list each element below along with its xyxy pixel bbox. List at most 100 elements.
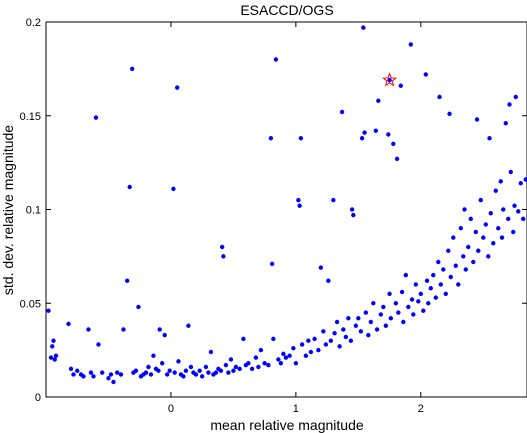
- data-point: [143, 370, 149, 375]
- data-point: [68, 366, 74, 372]
- data-point: [331, 197, 336, 203]
- data-point: [223, 362, 229, 368]
- data-point: [433, 295, 438, 300]
- data-point: [237, 366, 242, 372]
- data-point: [249, 366, 255, 372]
- x-tick-label: 0: [168, 403, 174, 415]
- data-point: [518, 181, 523, 186]
- data-point: [96, 342, 101, 347]
- data-point: [108, 372, 114, 377]
- data-point: [428, 286, 433, 291]
- data-point: [437, 94, 442, 100]
- y-axis-title: std. dev. relative magnitude: [0, 125, 16, 295]
- data-point: [226, 370, 231, 375]
- data-point: [303, 353, 309, 358]
- data-point: [386, 132, 391, 137]
- data-point: [446, 248, 451, 253]
- data-point: [334, 319, 340, 325]
- data-point: [106, 376, 111, 381]
- data-point: [51, 338, 56, 343]
- data-point: [351, 212, 356, 218]
- data-point: [501, 207, 506, 212]
- x-tick-label: 2: [418, 403, 424, 415]
- data-point: [298, 136, 304, 141]
- data-point: [388, 316, 394, 321]
- data-point: [306, 338, 311, 343]
- data-point: [86, 327, 91, 332]
- data-point: [52, 357, 57, 362]
- data-point: [353, 323, 359, 328]
- data-point: [362, 130, 367, 135]
- data-point: [361, 25, 366, 30]
- data-point: [399, 289, 405, 295]
- x-axis-title: mean relative magnitude: [210, 417, 364, 433]
- data-point: [374, 327, 380, 332]
- data-point: [413, 282, 419, 287]
- data-point: [269, 261, 275, 267]
- data-point: [438, 282, 443, 287]
- data-point: [451, 235, 456, 240]
- data-point: [268, 136, 274, 141]
- data-point: [213, 370, 219, 375]
- data-point: [53, 353, 59, 358]
- data-point: [466, 244, 471, 250]
- chart-title: ESACCD/OGS: [240, 2, 333, 18]
- data-point: [408, 42, 414, 47]
- data-point: [406, 304, 411, 310]
- data-point: [343, 334, 349, 340]
- data-point: [512, 203, 517, 208]
- y-tick-label: 0: [35, 392, 41, 404]
- data-point: [473, 229, 478, 235]
- data-point: [516, 209, 521, 214]
- data-point: [401, 319, 406, 325]
- data-point: [421, 308, 426, 313]
- data-point: [156, 368, 161, 373]
- data-point: [258, 347, 264, 353]
- data-point: [197, 368, 202, 373]
- data-point: [273, 57, 279, 62]
- data-point: [371, 301, 376, 306]
- data-point: [291, 346, 296, 351]
- data-point: [176, 359, 181, 364]
- data-point: [164, 372, 170, 377]
- data-point: [378, 312, 384, 317]
- data-point: [233, 364, 239, 370]
- data-point: [523, 177, 527, 182]
- data-point: [506, 216, 511, 222]
- y-axis-ticks: 0 0.05 0.1 0.15 0.2: [20, 17, 527, 404]
- data-point: [206, 370, 211, 375]
- data-point: [396, 310, 401, 315]
- data-point: [483, 222, 488, 227]
- data-point: [394, 156, 400, 162]
- data-point: [221, 254, 226, 259]
- data-point: [281, 351, 286, 357]
- data-point: [328, 338, 334, 343]
- data-point: [481, 235, 486, 240]
- data-point: [91, 374, 96, 379]
- data-point: [448, 274, 453, 280]
- data-point: [359, 136, 365, 141]
- data-point: [181, 374, 186, 379]
- data-point: [471, 259, 476, 265]
- plot-area: [45, 21, 527, 398]
- highlight-star-marker: [382, 72, 398, 87]
- data-point: [231, 368, 236, 373]
- data-point: [476, 248, 481, 253]
- data-point: [491, 241, 496, 246]
- data-point: [363, 310, 369, 315]
- data-point: [299, 342, 305, 347]
- data-point: [508, 169, 513, 175]
- data-point: [162, 332, 167, 338]
- data-point: [218, 368, 224, 373]
- data-point: [271, 336, 276, 342]
- data-point: [339, 109, 345, 115]
- data-point: [418, 291, 424, 297]
- data-point: [383, 323, 389, 328]
- data-point: [349, 207, 355, 212]
- data-point: [93, 115, 99, 120]
- data-point: [146, 364, 151, 370]
- data-point: [493, 188, 498, 193]
- data-point: [487, 136, 492, 141]
- data-point: [447, 111, 452, 117]
